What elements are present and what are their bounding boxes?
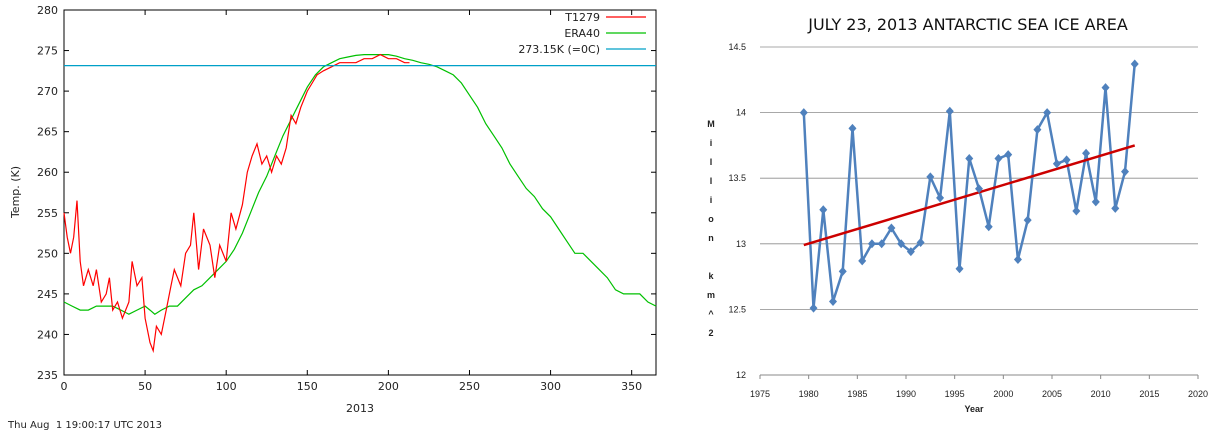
left-xtick-label: 0 (61, 380, 68, 393)
data-point-marker (1091, 197, 1100, 207)
left-ytick-label: 235 (37, 369, 58, 382)
legend-label-freezing: 273.15K (=0C) (518, 43, 600, 56)
data-point-marker (1082, 148, 1091, 158)
right-xtick-label: 2015 (1139, 389, 1159, 399)
data-point-marker (877, 239, 886, 249)
data-point-marker (809, 303, 818, 313)
left-xtick-label: 200 (378, 380, 399, 393)
left-xtick-label: 150 (297, 380, 318, 393)
data-point-marker (984, 222, 993, 232)
right-ylabel-char: M (707, 119, 715, 129)
left-ytick-label: 265 (37, 126, 58, 139)
data-point-marker (1004, 150, 1013, 160)
right-ytick-label: 14 (736, 108, 746, 118)
right-ylabel-char: k (708, 271, 714, 281)
left-xtick-label: 100 (216, 380, 237, 393)
right-xtick-label: 1985 (847, 389, 867, 399)
right-ytick-label: 14.5 (728, 42, 746, 52)
data-point-marker (799, 108, 808, 118)
right-ylabel-char: 2 (708, 328, 713, 338)
left-chart: 0 50 100 150 200 250 300 350 235 240 245 250 255 260… (7, 4, 657, 431)
legend-label-era40: ERA40 (564, 27, 600, 40)
left-xtick-label: 50 (138, 380, 152, 393)
left-xtick-label: 300 (540, 380, 561, 393)
data-point-marker (945, 106, 954, 116)
right-ylabel-char: m (707, 290, 715, 300)
t1279-line (63, 53, 410, 354)
data-point-marker (887, 223, 896, 233)
right-ylabel-char: l (710, 176, 713, 186)
right-xtick-label: 2010 (1091, 389, 1111, 399)
right-chart: JULY 23, 2013 ANTARCTIC SEA ICE AREA 197… (707, 15, 1208, 414)
data-point-marker (1111, 203, 1120, 213)
data-point-marker (1062, 155, 1071, 165)
data-point-marker (936, 193, 945, 203)
timestamp: Thu Aug 1 19:00:17 UTC 2013 (7, 420, 162, 431)
left-ylabel: Temp. (K) (9, 166, 22, 219)
right-ylabel-char: l (710, 157, 713, 167)
right-ytick-label: 12.5 (728, 304, 746, 314)
left-ytick-label: 255 (37, 207, 58, 220)
left-ytick-label: 260 (37, 166, 58, 179)
data-point-marker (1101, 83, 1110, 93)
data-point-marker (1023, 215, 1032, 225)
right-ytick-label: 13 (736, 239, 746, 249)
data-point-marker (829, 297, 837, 307)
right-xtick-label: 2005 (1042, 389, 1062, 399)
data-point-marker (906, 247, 915, 257)
data-point-marker (926, 172, 935, 182)
right-xtick-label: 1980 (799, 389, 819, 399)
left-legend: T1279 ERA40 273.15K (=0C) (518, 11, 646, 56)
data-point-marker (848, 123, 857, 133)
data-point-marker (975, 184, 983, 194)
left-plot-frame (63, 9, 657, 376)
data-point-marker (955, 264, 964, 274)
right-xtick-label: 1990 (896, 389, 916, 399)
data-point-marker (819, 205, 828, 215)
legend-label-t1279: T1279 (564, 11, 600, 24)
right-ylabel-char: ^ (708, 309, 714, 319)
data-point-marker (994, 154, 1003, 164)
left-xlabel: 2013 (346, 402, 374, 415)
era40-line (63, 53, 657, 315)
data-point-marker (858, 256, 867, 266)
right-xtick-label: 1975 (750, 389, 770, 399)
right-ylabel-char: n (708, 233, 714, 243)
data-point-marker (965, 154, 974, 164)
left-ytick-label: 280 (37, 4, 58, 17)
left-ytick-label: 250 (37, 247, 58, 260)
data-point-marker (867, 239, 876, 249)
data-point-marker (897, 239, 906, 249)
data-point-marker (838, 266, 847, 276)
data-point-marker (1130, 59, 1139, 69)
data-point-marker (1033, 125, 1042, 135)
data-point-marker (1013, 255, 1022, 265)
trend-line (803, 144, 1136, 247)
right-xtick-label: 2020 (1188, 389, 1208, 399)
data-point-marker (1052, 159, 1061, 169)
data-point-marker (1072, 206, 1081, 216)
left-ytick-label: 275 (37, 45, 58, 58)
data-point-marker (1121, 167, 1129, 177)
right-xtick-label: 1995 (945, 389, 965, 399)
right-xlabel: Year (964, 404, 984, 414)
left-ytick-label: 270 (37, 85, 58, 98)
right-ylabel-char: i (710, 195, 713, 205)
right-ytick-label: 12 (736, 370, 746, 380)
data-point-marker (1043, 108, 1052, 118)
left-xtick-label: 350 (621, 380, 642, 393)
right-ylabel-char: i (710, 138, 713, 148)
left-ytick-label: 245 (37, 288, 58, 301)
right-ylabel-char: o (708, 214, 714, 224)
sea-ice-line (802, 63, 1136, 310)
right-ytick-label: 13.5 (728, 173, 746, 183)
data-point-marker (916, 237, 925, 247)
left-ytick-label: 240 (37, 328, 58, 341)
right-xtick-label: 2000 (993, 389, 1013, 399)
right-title: JULY 23, 2013 ANTARCTIC SEA ICE AREA (807, 15, 1128, 34)
left-xtick-label: 250 (459, 380, 480, 393)
